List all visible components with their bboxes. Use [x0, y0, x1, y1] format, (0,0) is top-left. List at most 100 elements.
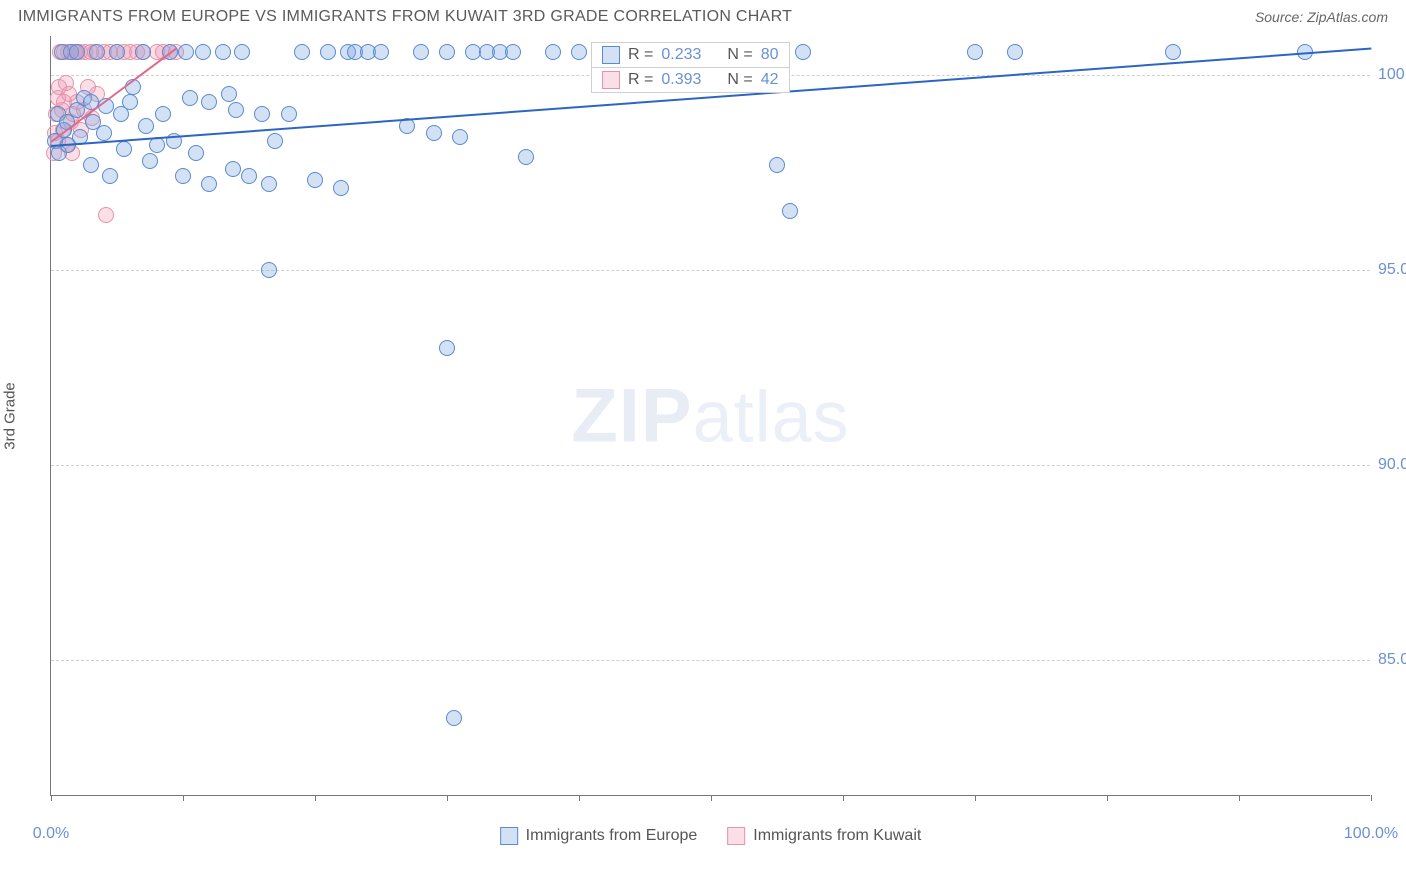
x-tick — [711, 795, 712, 801]
gridline — [51, 465, 1370, 466]
scatter-point-europe — [96, 125, 112, 141]
legend-n-value: 42 — [761, 71, 779, 89]
scatter-point-europe — [254, 106, 270, 122]
x-tick — [1107, 795, 1108, 801]
y-tick-label: 85.0% — [1378, 651, 1406, 669]
watermark-bold: ZIP — [571, 373, 692, 458]
legend-r-value: 0.233 — [661, 46, 701, 64]
scatter-point-europe — [261, 262, 277, 278]
scatter-point-europe — [116, 141, 132, 157]
scatter-point-europe — [518, 149, 534, 165]
legend-swatch — [602, 71, 620, 89]
scatter-point-europe — [155, 106, 171, 122]
scatter-point-europe — [215, 44, 231, 60]
scatter-point-europe — [182, 90, 198, 106]
scatter-point-europe — [122, 94, 138, 110]
legend-swatch — [602, 46, 620, 64]
x-tick — [1371, 795, 1372, 801]
legend-n-value: 80 — [761, 46, 779, 64]
scatter-point-kuwait — [98, 207, 114, 223]
scatter-point-europe — [178, 44, 194, 60]
scatter-point-europe — [439, 44, 455, 60]
bottom-legend: Immigrants from Europe Immigrants from Ku… — [500, 827, 922, 845]
bottom-legend-item: Immigrants from Europe — [500, 827, 698, 845]
scatter-point-europe — [195, 44, 211, 60]
scatter-point-europe — [413, 44, 429, 60]
scatter-point-europe — [188, 145, 204, 161]
bottom-legend-item: Immigrants from Kuwait — [727, 827, 921, 845]
scatter-point-europe — [545, 44, 561, 60]
gridline — [51, 660, 1370, 661]
scatter-point-europe — [782, 203, 798, 219]
legend-swatch — [500, 827, 518, 845]
bottom-legend-label: Immigrants from Europe — [526, 827, 698, 845]
scatter-point-europe — [307, 172, 323, 188]
chart-title: IMMIGRANTS FROM EUROPE VS IMMIGRANTS FRO… — [18, 8, 792, 26]
scatter-point-europe — [225, 161, 241, 177]
legend-swatch — [727, 827, 745, 845]
scatter-point-europe — [83, 157, 99, 173]
y-tick-label: 90.0% — [1378, 456, 1406, 474]
scatter-point-europe — [135, 44, 151, 60]
scatter-point-europe — [142, 153, 158, 169]
scatter-point-europe — [439, 340, 455, 356]
gridline — [51, 270, 1370, 271]
chart-area: 3rd Grade ZIPatlas 85.0%90.0%95.0%100.0%… — [50, 36, 1388, 796]
scatter-point-europe — [138, 118, 154, 134]
legend-inset-row: R = 0.233 N = 80 — [592, 43, 789, 68]
watermark-rest: atlas — [693, 377, 850, 457]
x-tick-label: 0.0% — [33, 825, 69, 843]
y-tick-label: 100.0% — [1378, 66, 1406, 84]
legend-n-label: N = — [727, 46, 752, 64]
scatter-point-europe — [967, 44, 983, 60]
scatter-point-europe — [109, 44, 125, 60]
y-tick-label: 95.0% — [1378, 261, 1406, 279]
x-tick — [447, 795, 448, 801]
scatter-point-europe — [505, 44, 521, 60]
scatter-point-europe — [234, 44, 250, 60]
scatter-point-europe — [446, 710, 462, 726]
scatter-point-europe — [228, 102, 244, 118]
scatter-point-europe — [267, 133, 283, 149]
scatter-point-europe — [89, 44, 105, 60]
x-tick-label: 100.0% — [1344, 825, 1398, 843]
scatter-point-europe — [281, 106, 297, 122]
scatter-point-europe — [261, 176, 277, 192]
scatter-point-europe — [373, 44, 389, 60]
source-label: Source: ZipAtlas.com — [1255, 9, 1388, 25]
scatter-point-europe — [201, 94, 217, 110]
legend-inset: R = 0.233 N = 80 R = 0.393 N = 42 — [591, 42, 790, 93]
bottom-legend-label: Immigrants from Kuwait — [753, 827, 921, 845]
scatter-point-europe — [241, 168, 257, 184]
title-bar: IMMIGRANTS FROM EUROPE VS IMMIGRANTS FRO… — [0, 0, 1406, 32]
scatter-plot: ZIPatlas 85.0%90.0%95.0%100.0%0.0%100.0%… — [50, 36, 1370, 796]
y-axis-label: 3rd Grade — [2, 382, 19, 450]
scatter-point-europe — [102, 168, 118, 184]
x-tick — [975, 795, 976, 801]
legend-inset-row: R = 0.393 N = 42 — [592, 68, 789, 92]
x-tick — [1239, 795, 1240, 801]
x-tick — [183, 795, 184, 801]
scatter-point-europe — [769, 157, 785, 173]
scatter-point-europe — [69, 44, 85, 60]
x-tick — [51, 795, 52, 801]
legend-n-label: N = — [727, 71, 752, 89]
scatter-point-europe — [795, 44, 811, 60]
x-tick — [315, 795, 316, 801]
scatter-point-europe — [294, 44, 310, 60]
scatter-point-europe — [1007, 44, 1023, 60]
scatter-point-europe — [320, 44, 336, 60]
x-tick — [579, 795, 580, 801]
scatter-point-europe — [221, 86, 237, 102]
scatter-point-europe — [1165, 44, 1181, 60]
legend-r-value: 0.393 — [661, 71, 701, 89]
watermark: ZIPatlas — [571, 372, 849, 459]
scatter-point-europe — [571, 44, 587, 60]
scatter-point-europe — [452, 129, 468, 145]
legend-r-label: R = — [628, 71, 653, 89]
scatter-point-europe — [333, 180, 349, 196]
scatter-point-europe — [175, 168, 191, 184]
x-tick — [843, 795, 844, 801]
legend-r-label: R = — [628, 46, 653, 64]
scatter-point-europe — [201, 176, 217, 192]
